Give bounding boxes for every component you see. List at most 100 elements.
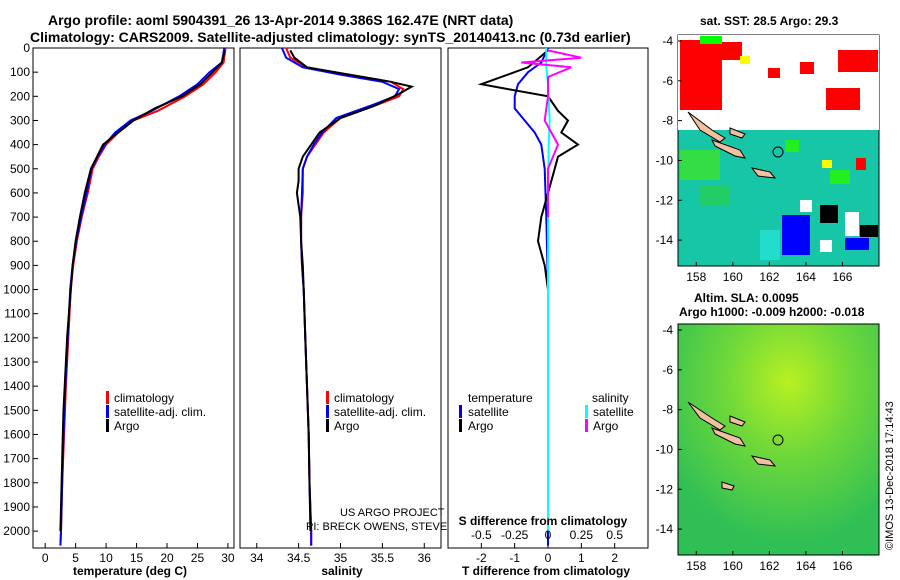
legend-satellite-label: satellite-adj. clim.: [114, 405, 206, 419]
sst-islands: [687, 111, 777, 179]
island-shape: [721, 481, 735, 491]
y-tick-label: 1200: [3, 331, 30, 345]
map-x-tick-label: 162: [759, 559, 779, 573]
sst-warm-patch: [768, 68, 780, 78]
island-shape: [750, 167, 777, 179]
difference-panel: -2 -1 0 1 2 S difference from climatology -0…: [447, 47, 649, 578]
credit-line-1: US ARGO PROJECT: [340, 507, 445, 519]
x-tick-label: 30: [221, 551, 235, 565]
sla-islands: [687, 401, 777, 491]
difference-legend: temperature satellite Argo salinity sate…: [459, 391, 634, 433]
map-y-tick-label: -10: [656, 442, 674, 456]
salinity-panel: 34 34.5 35 35.5 36 salinity climatology sate…: [239, 47, 563, 578]
x-tick-label: 34.5: [287, 551, 311, 565]
sst-map-panel: sat. SST: 28.5 Argo: 29.3: [656, 14, 880, 284]
map-x-tick-label: 160: [723, 559, 743, 573]
x-tick-label: 36: [418, 551, 432, 565]
map-y-tick-label: -4: [662, 323, 673, 337]
island-shape: [687, 111, 726, 143]
sst-warm-patch: [680, 40, 722, 110]
sst-green-patch: [680, 150, 720, 180]
sst-blue-patch: [782, 215, 810, 255]
sst-green-patch: [830, 170, 850, 184]
island-shape: [729, 415, 746, 427]
sst-warm-patch: [826, 88, 860, 110]
map-y-tick-label: -12: [656, 193, 674, 207]
map-y-tick-label: -8: [662, 114, 673, 128]
temperature-xlabel: temperature (deg C): [73, 564, 187, 578]
series-line: [289, 49, 415, 532]
island-shape: [710, 427, 747, 447]
series-line: [513, 47, 549, 546]
x-tick-label: 2: [611, 551, 618, 565]
sal-legend-argo-swatch: [326, 419, 329, 432]
t-difference-xlabel: T difference from climatology: [462, 564, 630, 578]
sla-argo-location-marker: [772, 434, 784, 446]
map-y-tick-label: -14: [656, 233, 674, 247]
series-line: [521, 49, 582, 218]
map-y-tick-label: -12: [656, 482, 674, 496]
sst-map-title: sat. SST: 28.5 Argo: 29.3: [700, 14, 839, 28]
diff-legend-s-satellite-swatch: [585, 405, 588, 418]
sal-legend-climatology-swatch: [326, 391, 329, 404]
map-x-tick-label: 158: [686, 559, 706, 573]
sal-legend-climatology-label: climatology: [334, 391, 394, 405]
x-tick-label: 10: [99, 551, 113, 565]
sst-green-patch: [785, 140, 799, 152]
y-tick-label: 700: [10, 210, 30, 224]
title-line-1: Argo profile: aoml 5904391_26 13-Apr-201…: [48, 12, 513, 28]
x-tick-label: 35.5: [371, 551, 395, 565]
sst-blue-patch: [845, 238, 869, 250]
y-tick-label: 600: [10, 186, 30, 200]
sla-map-subtitle: Argo h1000: -0.009 h2000: -0.018: [679, 305, 865, 319]
top-tick-label: 0: [545, 528, 552, 542]
y-tick-label: 1900: [3, 500, 30, 514]
map-y-tick-label: -4: [662, 34, 673, 48]
x-tick-label: 0: [42, 551, 49, 565]
y-tick-label: 1600: [3, 427, 30, 441]
x-tick-label: -2: [476, 551, 487, 565]
diff-legend-t-argo-label: Argo: [468, 419, 494, 433]
sst-map-cells: [678, 35, 879, 260]
y-tick-label: 500: [10, 162, 30, 176]
map-x-tick-label: 160: [723, 270, 743, 284]
sst-white-patch: [800, 200, 812, 212]
y-tick-label: 300: [10, 113, 30, 127]
sst-warm-patch: [838, 50, 878, 72]
map-y-tick-label: -6: [662, 74, 673, 88]
diff-legend-s-argo-label: Argo: [593, 419, 619, 433]
legend-temperature-title: temperature: [468, 391, 533, 405]
top-tick-label: -0.25: [501, 528, 529, 542]
imos-stamp: ©IMOS 13-Dec-2018 17:14:43: [884, 401, 896, 550]
legend-satellite-swatch: [106, 405, 109, 418]
diff-legend-t-satellite-swatch: [459, 405, 462, 418]
y-tick-label: 1100: [4, 307, 30, 321]
s-difference-label: S difference from climatology: [459, 514, 628, 528]
series-line: [477, 49, 580, 532]
island-shape: [687, 401, 726, 431]
top-tick-label: 0.25: [570, 528, 594, 542]
x-tick-label: 34: [250, 551, 264, 565]
diff-legend-t-satellite-label: satellite: [468, 405, 509, 419]
sla-map-title: Altim. SLA: 0.0095: [694, 291, 799, 305]
legend-argo-label: Argo: [114, 419, 140, 433]
map-y-tick-label: -14: [656, 522, 674, 536]
sst-warm-patch: [800, 62, 814, 74]
map-y-tick-label: -8: [662, 403, 673, 417]
island-shape: [710, 139, 747, 159]
sla-map-field: [677, 323, 880, 556]
salinity-plot-frame: [239, 47, 442, 549]
x-tick-label: 15: [130, 551, 144, 565]
y-tick-label: 1400: [3, 379, 30, 393]
x-tick-label: 25: [191, 551, 205, 565]
y-tick-label: 1800: [3, 476, 30, 490]
diff-legend-s-argo-swatch: [585, 419, 588, 432]
sst-red-patch: [856, 158, 866, 170]
sst-black-patch: [860, 225, 878, 237]
y-tick-label: 1300: [3, 355, 30, 369]
y-tick-label: 1700: [3, 452, 30, 466]
map-x-tick-label: 164: [796, 270, 816, 284]
x-tick-label: 0: [545, 551, 552, 565]
temperature-panel: 0100200300400500600700800900100011001200…: [3, 41, 235, 578]
